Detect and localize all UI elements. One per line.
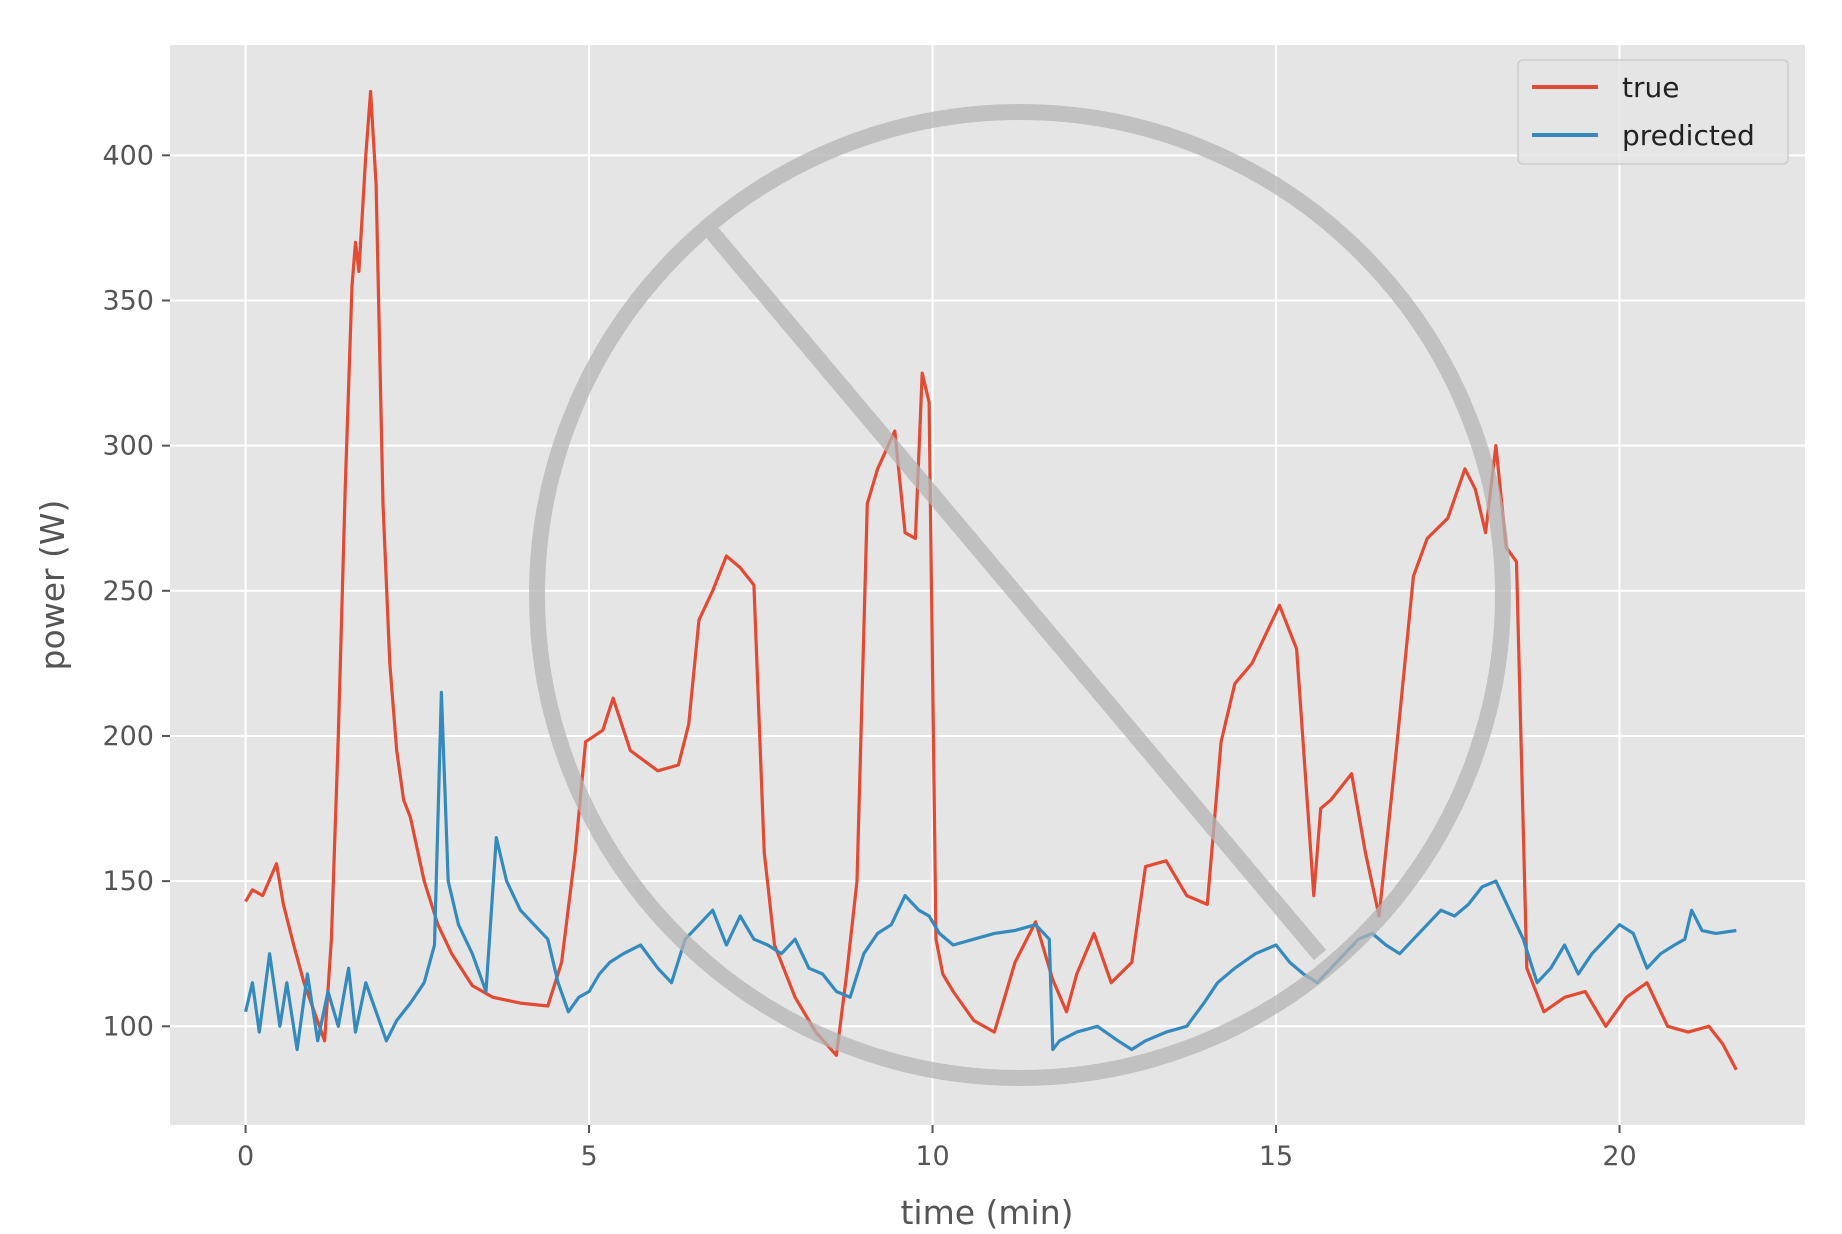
x-tick-label: 0 [237,1141,254,1172]
prohibition-watermark-icon [529,104,1511,1086]
x-tick-label: 5 [580,1141,597,1172]
watermark-slash [703,224,1327,961]
x-axis-label: time (min) [900,1193,1073,1232]
x-tick-label: 10 [915,1141,949,1172]
series-lines [244,89,1738,1071]
legend: true predicted [1517,59,1789,165]
x-tick-label: 15 [1259,1141,1293,1172]
series-line-true [244,89,1738,1071]
x-tick-label: 20 [1602,1141,1636,1172]
watermark-circle [529,104,1511,1086]
plot-background [170,45,1805,1125]
legend-label-true: true [1622,71,1679,104]
y-tick-label: 250 [102,576,154,607]
y-tick-label: 200 [102,721,154,752]
legend-label-predicted: predicted [1622,119,1755,152]
y-tick-label: 350 [102,285,154,316]
x-axis-ticks: 0 5 10 15 20 [237,1125,1637,1172]
y-tick-label: 300 [102,431,154,462]
y-tick-label: 100 [102,1011,154,1042]
y-tick-label: 400 [102,140,154,171]
y-tick-label: 150 [102,866,154,897]
grid-lines [170,45,1805,1125]
y-axis-label: power (W) [33,500,72,671]
y-axis-ticks: 100 150 200 250 300 350 400 [102,140,170,1042]
series-line-predicted [244,690,1737,1052]
